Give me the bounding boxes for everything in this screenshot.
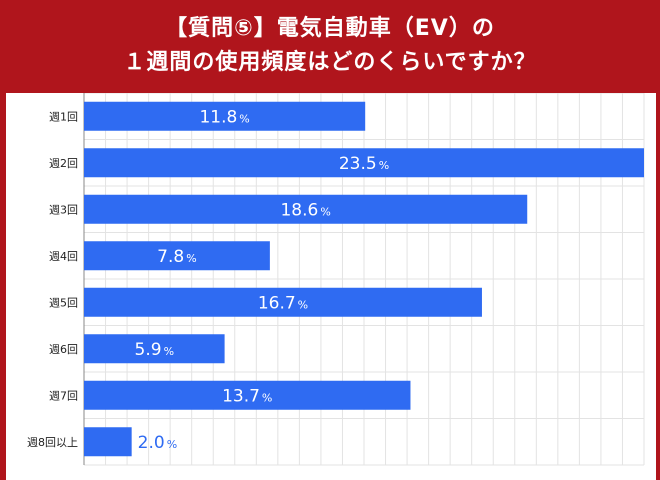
value-label: 7.8%: [157, 247, 197, 267]
title-line-1: 【質問⑤】電気自動車（EV）の: [165, 16, 495, 41]
title-line-2: １週間の使用頻度はどのくらいですか？: [123, 50, 537, 75]
bar: [84, 334, 225, 364]
value-label: 16.7%: [258, 293, 308, 313]
bar-chart: 週1回 11.8 % 週2回 23.5 % 週3回 18.6 % 週4回 7.8 % 週5回 16.7 % 週…: [27, 93, 645, 466]
bar: [84, 380, 411, 410]
category-label: 週6回: [49, 343, 78, 356]
bar: [84, 148, 644, 178]
category-label: 週7回: [49, 389, 78, 402]
value-label: 11.8%: [199, 107, 249, 127]
value-label: 23.5%: [339, 154, 389, 174]
bar: [84, 241, 270, 271]
value-label: 18.6%: [280, 200, 330, 220]
category-label: 週3回: [49, 203, 78, 216]
chart-panel: 週1回 11.8% 週2回 23.5% 週3回 18.6% 週4回 7.8% 週5回 16.7% 週…: [6, 93, 656, 480]
category-label: 週4回: [49, 250, 78, 263]
bar: [84, 287, 482, 317]
bar: [84, 101, 366, 131]
bar: [84, 427, 132, 457]
chart-title: 【質問⑤】電気自動車（EV）の １週間の使用頻度はどのくらいですか？: [0, 0, 660, 92]
category-label: 週2回: [49, 157, 78, 170]
category-label: 週1回: [49, 110, 78, 123]
value-label: 2.0%: [138, 433, 178, 453]
category-label: 週8回以上: [27, 436, 78, 449]
category-label: 週5回: [49, 296, 78, 309]
bar: [84, 194, 528, 224]
value-label: 13.7%: [222, 386, 272, 406]
value-label: 5.9%: [135, 340, 175, 360]
